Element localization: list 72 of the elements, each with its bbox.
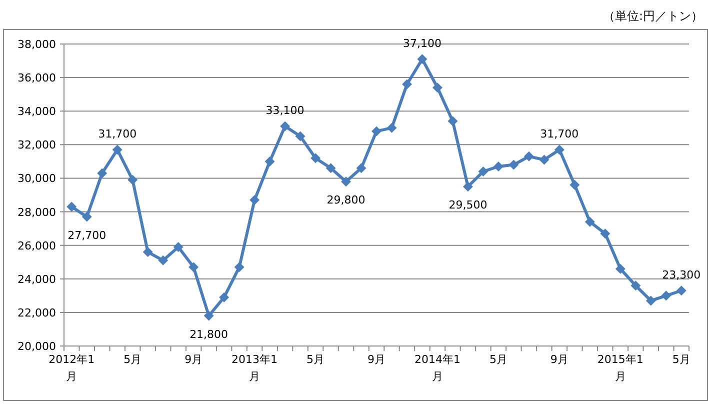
xtick: 5月 — [672, 353, 690, 366]
data-label: 29,500 — [448, 198, 488, 212]
ytick: 36,000 — [18, 72, 56, 85]
ytick: 38,000 — [18, 38, 56, 51]
ytick: 34,000 — [18, 105, 56, 118]
point — [661, 290, 672, 301]
ytick: 20,000 — [18, 340, 56, 353]
point — [188, 262, 199, 272]
point — [462, 182, 473, 192]
point — [615, 264, 626, 274]
point — [158, 255, 168, 266]
xtick: 2014年1月 — [414, 353, 460, 383]
point — [646, 296, 656, 306]
xtick: 9月 — [550, 353, 568, 366]
point — [326, 163, 336, 174]
ytick: 32,000 — [18, 138, 56, 152]
point — [142, 247, 153, 258]
xtick: 2015年1月 — [597, 353, 644, 383]
point — [234, 262, 244, 272]
xtick: 9月 — [368, 353, 386, 366]
ytick: 28,000 — [18, 206, 56, 219]
ytick: 22,000 — [18, 306, 56, 320]
point — [173, 242, 184, 252]
data-label: 31,700 — [540, 128, 579, 141]
data-label: 33,100 — [266, 104, 304, 118]
data-label: 37,100 — [402, 37, 442, 50]
point — [402, 79, 412, 90]
point — [264, 156, 275, 166]
point — [66, 202, 77, 212]
point — [554, 144, 564, 155]
point — [524, 151, 534, 162]
point — [250, 195, 260, 206]
point — [280, 121, 290, 132]
point — [539, 154, 550, 165]
data-label: 23,300 — [662, 268, 701, 282]
point — [356, 163, 366, 174]
point — [432, 82, 442, 93]
point — [204, 310, 214, 321]
point — [386, 122, 397, 133]
point — [584, 216, 595, 227]
point — [508, 160, 519, 170]
point — [493, 161, 504, 172]
point — [448, 116, 458, 126]
point — [128, 174, 138, 185]
xtick: 5月 — [306, 353, 325, 366]
point — [600, 228, 610, 239]
xtick: 2013年1月 — [232, 353, 278, 383]
data-label: 21,800 — [190, 328, 228, 341]
point — [310, 153, 321, 164]
point — [417, 54, 428, 64]
xtick: 5月 — [489, 353, 508, 366]
point — [478, 166, 488, 177]
data-label: 29,800 — [326, 194, 366, 207]
data-label: 31,700 — [98, 128, 137, 141]
point — [82, 212, 92, 222]
xtick: 5月 — [124, 353, 142, 366]
xtick: 9月 — [184, 353, 203, 366]
point — [676, 286, 686, 296]
ytick: 26,000 — [18, 239, 56, 252]
annotation: （単位:円／トン） — [602, 9, 703, 23]
point — [112, 144, 122, 155]
point — [219, 292, 230, 302]
point — [97, 168, 108, 178]
data-label: 27,700 — [68, 228, 106, 242]
ytick: 30,000 — [18, 172, 56, 186]
point — [630, 280, 641, 291]
point — [570, 180, 580, 190]
xtick: 2012年1月 — [48, 353, 95, 383]
ytick: 24,000 — [18, 272, 56, 286]
point — [341, 176, 352, 187]
point — [372, 126, 382, 136]
point — [295, 131, 306, 142]
